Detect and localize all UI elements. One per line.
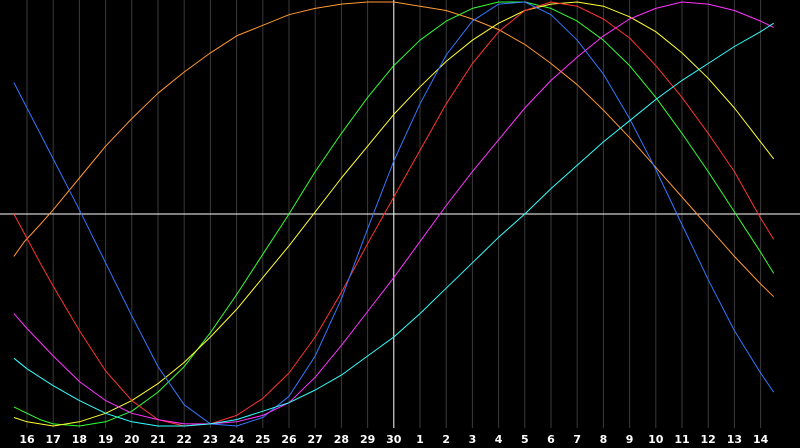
x-tick-label-4: 4 bbox=[495, 433, 503, 446]
x-tick-label-27: 27 bbox=[308, 433, 323, 446]
x-tick-label-21: 21 bbox=[150, 433, 165, 446]
x-tick-label-9: 9 bbox=[626, 433, 634, 446]
x-tick-label-2: 2 bbox=[442, 433, 450, 446]
series-line-1 bbox=[13, 1, 775, 298]
x-tick-label-18: 18 bbox=[72, 433, 87, 446]
series-line-5 bbox=[13, 1, 775, 427]
x-tick-label-17: 17 bbox=[46, 433, 61, 446]
x-tick-label-29: 29 bbox=[360, 433, 375, 446]
x-tick-label-26: 26 bbox=[281, 433, 297, 446]
series-line-2 bbox=[13, 1, 775, 427]
x-tick-label-12: 12 bbox=[701, 433, 716, 446]
x-tick-label-8: 8 bbox=[600, 433, 608, 446]
x-tick-label-23: 23 bbox=[203, 433, 218, 446]
x-tick-label-16: 16 bbox=[19, 433, 35, 446]
x-tick-label-14: 14 bbox=[753, 433, 769, 446]
x-tick-label-11: 11 bbox=[674, 433, 689, 446]
x-tick-label-20: 20 bbox=[124, 433, 140, 446]
series-line-6 bbox=[13, 1, 774, 425]
series-line-4 bbox=[13, 1, 775, 427]
x-tick-label-7: 7 bbox=[573, 433, 581, 446]
tick-label-layer: 16 17 18 19 20 21 22 23 24 25 26 27 28 29 30 1 2 3 4 5 6 7 8 9 1… bbox=[19, 433, 768, 446]
x-tick-label-19: 19 bbox=[98, 433, 113, 446]
x-tick-label-1: 1 bbox=[416, 433, 424, 446]
axis-layer bbox=[0, 0, 800, 428]
x-tick-label-6: 6 bbox=[547, 433, 555, 446]
x-tick-label-5: 5 bbox=[521, 433, 529, 446]
x-tick-label-10: 10 bbox=[648, 433, 664, 446]
x-tick-label-25: 25 bbox=[255, 433, 270, 446]
x-tick-label-3: 3 bbox=[469, 433, 477, 446]
x-tick-label-13: 13 bbox=[727, 433, 742, 446]
x-tick-label-28: 28 bbox=[334, 433, 349, 446]
series-layer bbox=[13, 1, 775, 427]
x-tick-label-30: 30 bbox=[386, 433, 402, 446]
x-tick-label-22: 22 bbox=[177, 433, 192, 446]
series-line-7 bbox=[13, 22, 774, 427]
x-tick-label-24: 24 bbox=[229, 433, 245, 446]
